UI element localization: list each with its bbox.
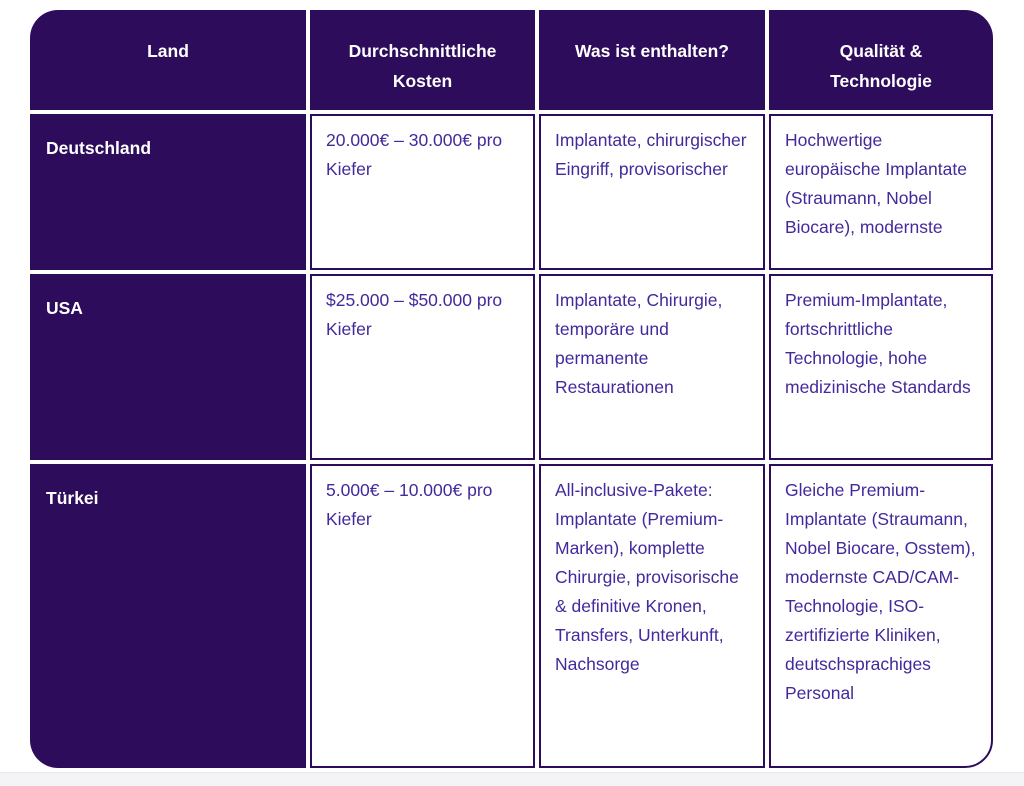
cell-usa-qualitaet: Premium-Implantate, fortschrittliche Tec… xyxy=(769,274,993,460)
row-label-deutschland: Deutschland xyxy=(30,114,306,270)
cell-tuerkei-kosten: 5.000€ – 10.000€ pro Kiefer xyxy=(310,464,535,768)
cell-deutschland-enthalten: Implantate, chirurgischer Eingriff, prov… xyxy=(539,114,765,270)
page-bottom-strip xyxy=(0,772,1024,786)
column-header-qualitaet: Qualität & Technologie xyxy=(769,10,993,110)
column-header-kosten: Durchschnittliche Kosten xyxy=(310,10,535,110)
cell-tuerkei-enthalten: All-inclusive-Pakete: Implantate (Premiu… xyxy=(539,464,765,768)
row-label-usa: USA xyxy=(30,274,306,460)
column-header-land: Land xyxy=(30,10,306,110)
table-row: USA $25.000 – $50.000 pro Kiefer Implant… xyxy=(30,274,993,460)
row-label-tuerkei: Türkei xyxy=(30,464,306,768)
cell-usa-enthalten: Implantate, Chirurgie, temporäre und per… xyxy=(539,274,765,460)
cell-tuerkei-qualitaet: Gleiche Premium-Implantate (Straumann, N… xyxy=(769,464,993,768)
cost-comparison-table: Land Durchschnittliche Kosten Was ist en… xyxy=(26,6,997,772)
table-row: Deutschland 20.000€ – 30.000€ pro Kiefer… xyxy=(30,114,993,270)
cell-deutschland-kosten: 20.000€ – 30.000€ pro Kiefer xyxy=(310,114,535,270)
cell-deutschland-qualitaet: Hochwertige europäische Implantate (Stra… xyxy=(769,114,993,270)
column-header-enthalten: Was ist enthalten? xyxy=(539,10,765,110)
cell-usa-kosten: $25.000 – $50.000 pro Kiefer xyxy=(310,274,535,460)
table-row: Türkei 5.000€ – 10.000€ pro Kiefer All-i… xyxy=(30,464,993,768)
table-header-row: Land Durchschnittliche Kosten Was ist en… xyxy=(30,10,993,110)
